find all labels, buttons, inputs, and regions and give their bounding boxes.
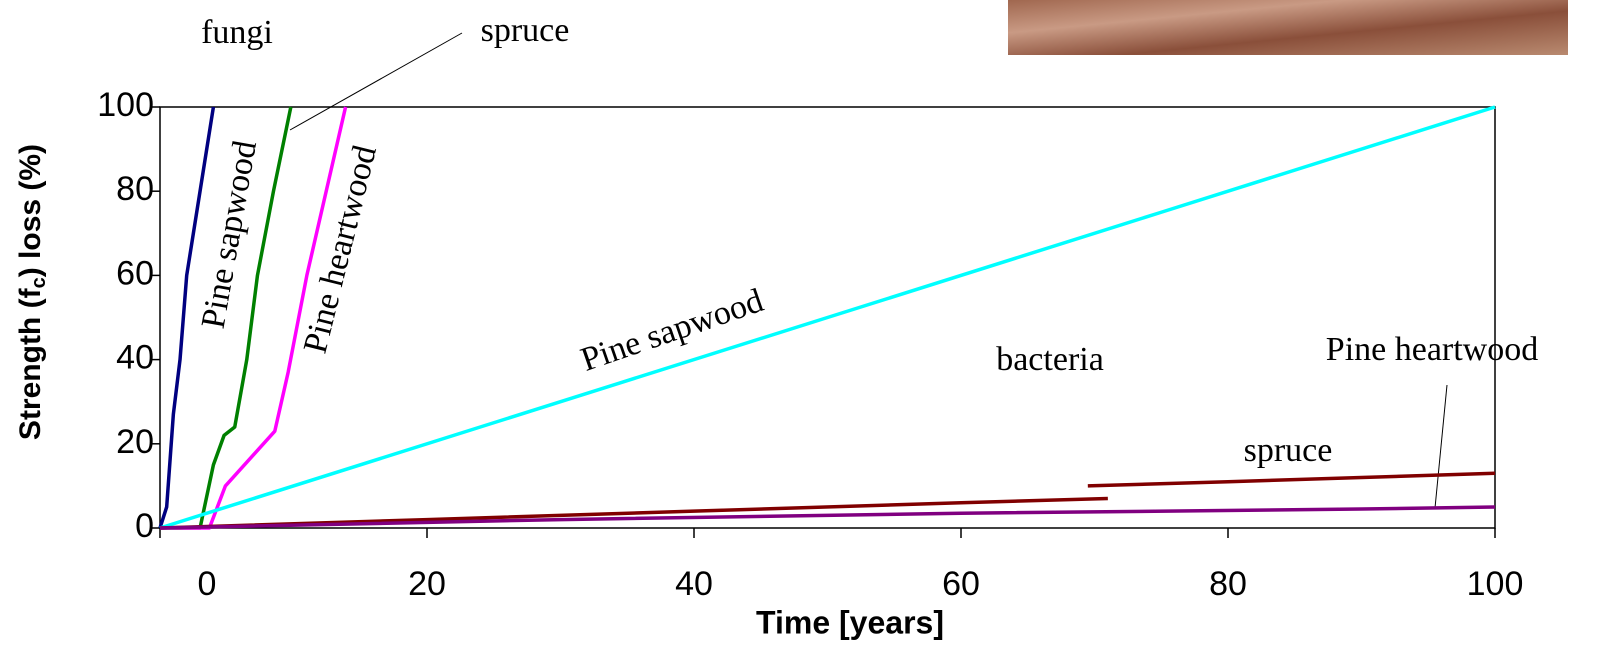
y-title-part: ) loss (%) [14,144,47,277]
x-tick-label: 40 [675,565,713,603]
annotation: Pine heartwood [1326,331,1538,368]
y-tick-label: 60 [116,254,154,292]
annotation: spruce [481,12,570,49]
photo [1008,0,1568,55]
annotation: Pine sapwood [576,282,768,379]
annotation: bacteria [996,341,1104,378]
x-tick-label: 20 [408,565,446,603]
y-tick-label: 80 [116,170,154,208]
data-line [160,507,1495,528]
x-tick-label: 0 [198,565,217,603]
y-tick-label: 0 [135,507,154,545]
annotation: fungi [201,14,273,51]
y-tick-label: 100 [97,86,154,124]
x-tick-label: 100 [1467,565,1524,603]
leader-line [1435,385,1447,508]
y-title-part: Strength (f [14,287,47,440]
annotation: spruce [1244,432,1333,469]
y-tick-label: 20 [116,423,154,461]
x-tick-label: 80 [1209,565,1247,603]
x-axis-title: Time [years] [756,604,944,640]
y-title-sub: c [28,277,50,288]
y-axis-title: Strength (fc) loss (%) [14,144,50,440]
x-tick-label: 60 [942,565,980,603]
data-line [160,473,1495,528]
y-tick-label: 40 [116,339,154,377]
annotation: Pine heartwood [297,142,384,357]
chart: Time [years] Strength (fc) loss (%) 0 20 4… [0,0,1599,660]
leader-line [290,33,462,130]
